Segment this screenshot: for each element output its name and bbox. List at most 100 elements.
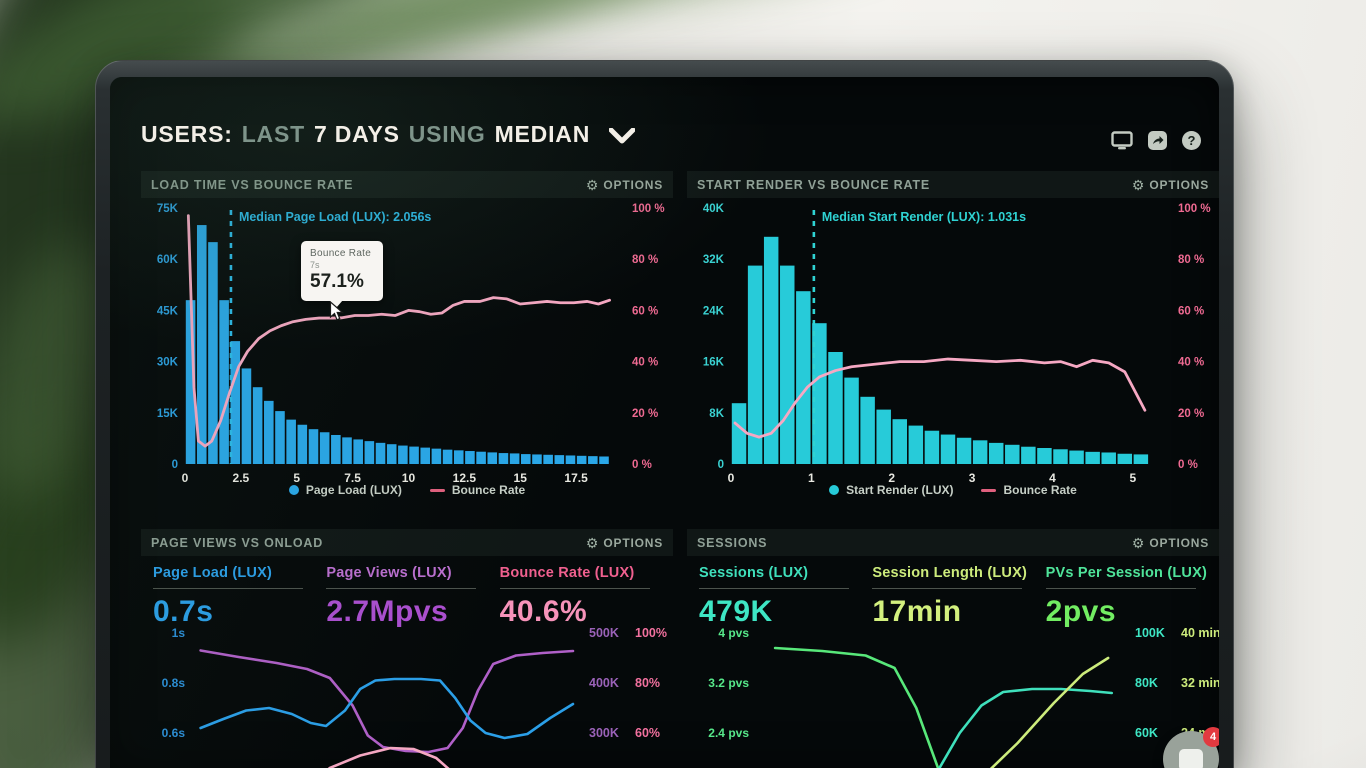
dashboard-title-text: USERS: LAST 7 DAYS USING MEDIAN [141, 121, 591, 147]
svg-text:0: 0 [172, 459, 178, 471]
share-icon[interactable] [1148, 131, 1167, 150]
svg-text:10: 10 [402, 471, 416, 485]
svg-text:5: 5 [1129, 471, 1136, 485]
svg-text:80 %: 80 % [632, 254, 658, 266]
svg-text:20 %: 20 % [1178, 408, 1204, 420]
svg-text:0 %: 0 % [632, 459, 652, 471]
svg-text:500K: 500K [589, 626, 619, 640]
chart-canvas[interactable]: 4 pvs 3.2 pvs 2.4 pvs 100K 40 min 80K 32 min 60… [687, 617, 1219, 768]
gear-icon: ⚙ [585, 534, 599, 551]
svg-text:60 %: 60 % [632, 305, 658, 317]
metric-label: PVs Per Session (LUX) [1045, 565, 1207, 581]
metric-value: 2pvs [1045, 595, 1117, 628]
svg-text:3.2 pvs: 3.2 pvs [708, 676, 749, 690]
metric-value: 2.7Mpvs [326, 595, 449, 628]
svg-text:40K: 40K [703, 203, 725, 215]
legend-item: Start Render (LUX) [829, 483, 953, 497]
panel-title: LOAD TIME VS BOUNCE RATE [151, 177, 354, 192]
svg-text:80%: 80% [635, 676, 660, 690]
svg-text:1s: 1s [172, 626, 186, 640]
metric-page-views[interactable]: Page Views (LUX) 2.7Mpvs [326, 565, 499, 629]
svg-text:100%: 100% [635, 626, 667, 640]
panel-title: START RENDER VS BOUNCE RATE [697, 177, 930, 192]
laptop-screen: USERS: LAST 7 DAYS USING MEDIAN ? [110, 77, 1219, 768]
laptop: USERS: LAST 7 DAYS USING MEDIAN ? [95, 60, 1234, 768]
tooltip-title: Bounce Rate [310, 248, 372, 259]
legend-label: Start Render (LUX) [846, 483, 954, 497]
svg-text:60 %: 60 % [1178, 305, 1204, 317]
options-button[interactable]: ⚙ OPTIONS [1132, 178, 1209, 192]
plant-leaf-blur [329, 0, 911, 53]
options-label: OPTIONS [603, 535, 663, 550]
chart-canvas[interactable]: Median Page Load (LUX): 2.056s 75K 60K 45K 3… [141, 198, 673, 495]
svg-text:2: 2 [888, 471, 895, 485]
svg-text:24K: 24K [703, 305, 725, 317]
svg-text:40 %: 40 % [1178, 357, 1204, 369]
metric-underline [153, 588, 303, 589]
chart-canvas[interactable]: 1s 0.8s 0.6s 500K 100% 400K 80% 300K 60% [141, 617, 673, 768]
svg-text:60%: 60% [635, 726, 660, 740]
svg-text:15: 15 [514, 471, 528, 485]
panel-title: SESSIONS [697, 535, 768, 550]
svg-text:15K: 15K [157, 408, 179, 420]
legend-label: Bounce Rate [1003, 483, 1077, 497]
gear-icon: ⚙ [1131, 176, 1145, 193]
chat-button[interactable]: 4 [1163, 727, 1219, 768]
panel-start-render: START RENDER VS BOUNCE RATE ⚙ OPTIONS Me… [687, 171, 1219, 523]
legend-label: Page Load (LUX) [305, 483, 402, 497]
metric-underline [326, 588, 477, 589]
svg-text:16K: 16K [703, 357, 725, 369]
display-icon[interactable] [1111, 131, 1133, 150]
metric-sessions[interactable]: Sessions (LUX) 479K [699, 565, 872, 629]
metric-underline [499, 588, 650, 589]
svg-text:0 %: 0 % [1178, 459, 1198, 471]
svg-text:75K: 75K [157, 203, 179, 215]
metric-underline [1045, 588, 1196, 589]
panel-load-time: LOAD TIME VS BOUNCE RATE ⚙ OPTIONS Media… [141, 171, 673, 523]
svg-text:4: 4 [1049, 471, 1056, 485]
options-label: OPTIONS [1149, 535, 1209, 550]
panel-sessions: SESSIONS ⚙ OPTIONS Sessions (LUX) 479K S… [687, 529, 1219, 768]
svg-text:4 pvs: 4 pvs [718, 626, 749, 640]
panel-header: START RENDER VS BOUNCE RATE ⚙ OPTIONS [687, 171, 1219, 198]
svg-text:32K: 32K [703, 254, 725, 266]
legend-label: Bounce Rate [451, 483, 526, 497]
metric-underline [699, 588, 849, 589]
svg-text:0: 0 [718, 459, 724, 471]
legend-item: Page Load (LUX) [288, 483, 402, 497]
svg-text:2.4 pvs: 2.4 pvs [708, 726, 749, 740]
panel-header: LOAD TIME VS BOUNCE RATE ⚙ OPTIONS [141, 171, 673, 198]
svg-text:3: 3 [969, 471, 976, 485]
dashboard-title[interactable]: USERS: LAST 7 DAYS USING MEDIAN [141, 121, 636, 148]
svg-text:8K: 8K [709, 408, 724, 420]
mouse-cursor-icon [329, 301, 344, 321]
gear-icon: ⚙ [1131, 534, 1145, 551]
metric-pvs-per-session[interactable]: PVs Per Session (LUX) 2pvs [1045, 565, 1219, 629]
metric-session-length[interactable]: Session Length (LUX) 17min [872, 565, 1045, 629]
metric-bounce-rate[interactable]: Bounce Rate (LUX) 40.6% [499, 565, 673, 629]
options-button[interactable]: ⚙ OPTIONS [586, 536, 663, 550]
legend-dash [981, 488, 997, 492]
panel-header: PAGE VIEWS VS ONLOAD ⚙ OPTIONS [141, 529, 673, 556]
svg-text:20 %: 20 % [632, 408, 658, 420]
legend: Page Load (LUX) Bounce Rate [141, 483, 673, 497]
svg-text:7.5: 7.5 [344, 471, 361, 485]
metric-value: 17min [872, 595, 962, 628]
help-icon[interactable]: ? [1182, 131, 1201, 150]
options-button[interactable]: ⚙ OPTIONS [586, 178, 663, 192]
metric-value: 479K [699, 595, 773, 628]
chart-canvas[interactable]: Median Start Render (LUX): 1.031s 40K 32K 2… [687, 198, 1219, 495]
svg-text:80 %: 80 % [1178, 254, 1204, 266]
options-button[interactable]: ⚙ OPTIONS [1132, 536, 1209, 550]
legend-item: Bounce Rate [429, 483, 526, 497]
metric-value: 40.6% [499, 595, 588, 628]
legend-dash [429, 488, 445, 492]
svg-text:40 %: 40 % [632, 357, 658, 369]
svg-text:400K: 400K [589, 676, 619, 690]
svg-text:40 min: 40 min [1181, 626, 1219, 640]
chat-badge: 4 [1203, 727, 1219, 747]
metric-label: Session Length (LUX) [872, 565, 1027, 581]
svg-text:Median Start Render (LUX): 1.0: Median Start Render (LUX): 1.031s [822, 210, 1026, 224]
options-label: OPTIONS [1149, 177, 1209, 192]
chevron-down-icon[interactable] [609, 128, 636, 144]
